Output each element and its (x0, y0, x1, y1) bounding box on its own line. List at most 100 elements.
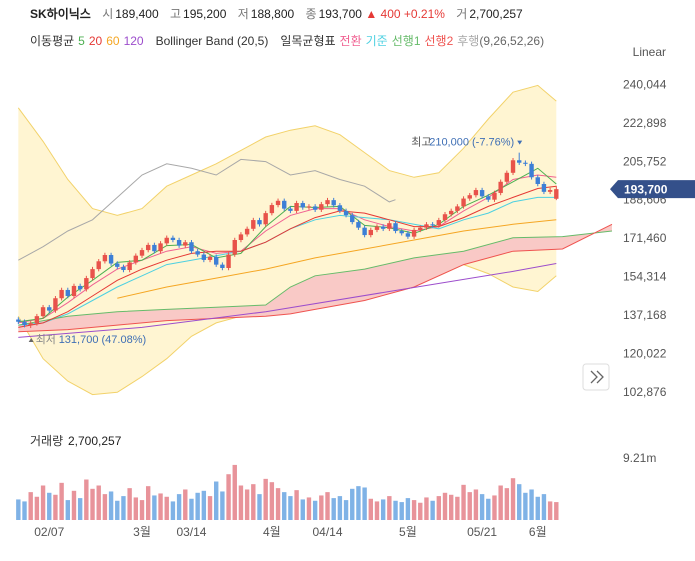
low-note-label: 최저 (36, 333, 56, 346)
chevron-icon[interactable] (590, 370, 604, 384)
volume-bar (288, 496, 293, 520)
volume-bar (269, 482, 275, 520)
line (18, 185, 557, 328)
volume-bar (244, 489, 250, 520)
candle-body (331, 200, 336, 206)
volume-bar (430, 500, 435, 520)
bollinger-line (17, 84, 557, 216)
volume-bar (22, 501, 27, 520)
field-value: 193,700 (318, 7, 362, 21)
y-tick-label: 9.21m (623, 451, 656, 465)
volume-bar (257, 494, 262, 520)
volume-bar (374, 501, 380, 520)
legend-item: 후행 (457, 34, 480, 48)
candle-body (343, 210, 349, 216)
volume-bar (541, 494, 547, 520)
candle-body (257, 220, 262, 225)
candle-body (294, 203, 299, 211)
candle-body (183, 242, 188, 246)
candle-body (263, 213, 268, 225)
volume-bar (356, 486, 361, 520)
candle-body (300, 203, 305, 208)
candle-body (479, 190, 485, 197)
candle-body (251, 220, 256, 229)
candle-body (108, 255, 114, 264)
volume-bar (59, 482, 64, 520)
candle-body (541, 184, 547, 192)
volume-bar (275, 488, 281, 520)
price-bubble-label: 193,700 (624, 182, 668, 196)
change-pct: +0.21% (403, 7, 445, 21)
volume-bar (504, 488, 510, 520)
volume-bar (251, 484, 256, 520)
candle-body (368, 229, 373, 236)
legend-item: 선행1 (391, 34, 421, 48)
x-tick-label: 03/14 (176, 525, 206, 539)
field-label: 고 (169, 7, 182, 21)
candle-body (22, 321, 27, 326)
candle-body (442, 214, 448, 221)
candle-body (40, 307, 46, 317)
volume-bar (523, 492, 528, 520)
legend-item: 전환 (339, 34, 362, 48)
x-tick-label: 04/14 (312, 525, 342, 539)
legend: 이동평균 5 20 60 120 Bollinger Band (20,5) 일목균형표 전환… (30, 32, 548, 49)
volume-bar (424, 497, 429, 520)
candle-body (430, 224, 435, 226)
x-tick-label: 6월 (529, 525, 547, 539)
legend-item: 120 (123, 34, 144, 48)
legend-group: Bollinger Band (20,5) (155, 34, 269, 48)
candle-body (115, 263, 120, 267)
candle-body (34, 316, 40, 324)
candle-body (405, 233, 411, 237)
candle-body (473, 190, 479, 196)
change: ▲ 400 (365, 7, 401, 21)
volume-bar (547, 501, 553, 520)
volume-bar (387, 496, 392, 520)
candle-body (226, 254, 231, 268)
legend-item: 60 (106, 34, 120, 48)
volume-bar (201, 490, 207, 520)
candle-body (288, 208, 293, 211)
expand-button[interactable] (582, 363, 610, 391)
field-label: 종 (305, 7, 317, 21)
field-label: 거 (456, 7, 468, 21)
candle-body (201, 254, 207, 260)
candle-body (461, 198, 466, 207)
candle-body (96, 261, 101, 270)
candle-body (195, 251, 200, 255)
candle-body (176, 240, 182, 246)
candle-body (164, 237, 169, 244)
volume-bar (337, 496, 343, 520)
volume-bar (84, 479, 89, 520)
volume-bar (47, 492, 52, 520)
volume-bar (28, 492, 33, 520)
volume-bar (350, 488, 355, 520)
volume-bar (300, 499, 305, 520)
candle-body (387, 223, 392, 229)
volume-bar (325, 492, 330, 520)
volume-bar (529, 489, 534, 520)
x-tick-label: 05/21 (467, 525, 497, 539)
candle-body (393, 223, 398, 232)
volume-bar (189, 498, 194, 520)
volume-bar (331, 498, 336, 520)
volume-bar (393, 500, 398, 520)
candle-body (436, 220, 442, 226)
high-marker (517, 140, 523, 145)
candle-body (486, 196, 491, 200)
low-note: 131,700 (47.08%) (59, 334, 146, 346)
button-box[interactable] (582, 363, 610, 391)
volume-bar (517, 484, 522, 520)
y-tick-label: 205,752 (623, 154, 667, 168)
y-tick-label: 171,460 (623, 231, 667, 245)
candle-body (102, 255, 108, 262)
candle-body (275, 200, 281, 206)
volume-bar (71, 490, 77, 520)
field-value: 195,200 (183, 7, 227, 21)
volume-bar (96, 485, 101, 520)
volume-bar (418, 502, 423, 520)
candle-body (170, 237, 176, 240)
volume-bar (40, 485, 46, 520)
volume-bar (282, 492, 287, 520)
